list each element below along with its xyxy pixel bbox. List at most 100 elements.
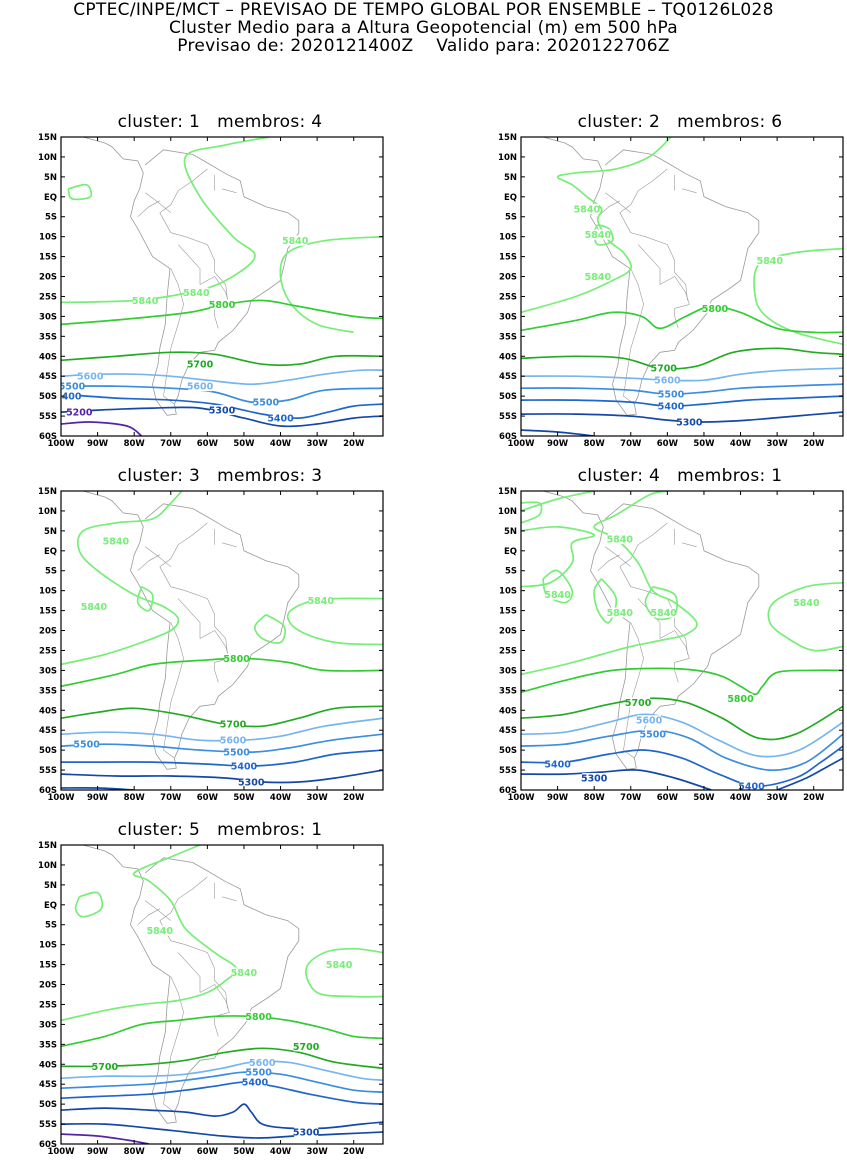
country-border <box>659 276 690 329</box>
lon-tick-label: 90W <box>547 439 569 449</box>
lat-tick-label: 50S <box>39 1100 57 1110</box>
lon-tick-label: 20W <box>343 439 365 449</box>
contour-label-bg <box>224 747 249 758</box>
contour-label-bg <box>253 397 278 408</box>
contour-label-bg <box>739 781 764 790</box>
country-border <box>163 976 184 1113</box>
panel-title: cluster: 4 membros: 1 <box>577 466 783 486</box>
contour-label-bg <box>78 371 103 382</box>
contour-5700 <box>521 347 843 370</box>
contour-5600 <box>521 713 843 758</box>
contour-label: 5840 <box>326 960 353 971</box>
country-border <box>163 268 184 405</box>
contour-5300 <box>61 1122 383 1139</box>
contour-label: 5700 <box>293 1042 320 1053</box>
lat-tick-label: 55S <box>499 412 517 422</box>
contour-5800 <box>61 657 383 688</box>
lat-tick-label: 40S <box>39 706 57 716</box>
contour-label-bg <box>585 271 610 282</box>
contour-label-bg <box>210 405 234 416</box>
contour-label-bg <box>640 729 665 740</box>
contour-label: 5840 <box>103 536 130 547</box>
lon-tick-label: 90W <box>87 1147 109 1157</box>
lat-tick-label: 40S <box>499 706 517 716</box>
contour-5300 <box>521 769 712 790</box>
contour-5800 <box>521 667 843 696</box>
lon-tick-label: 50W <box>233 439 255 449</box>
contour-label: 5500 <box>223 748 250 759</box>
contour-label-bg <box>637 715 662 726</box>
lon-tick-label: 40W <box>730 793 752 803</box>
contour-5840 <box>521 491 595 512</box>
map-frame <box>520 490 844 791</box>
header-title: CPTEC/INPE/MCT – PREVISAO DE TEMPO GLOBA… <box>73 0 774 20</box>
lon-tick-label: 90W <box>547 793 569 803</box>
lat-tick-label: 60S <box>499 786 517 796</box>
country-border <box>605 192 631 213</box>
contour-label-bg <box>794 597 819 608</box>
lat-tick-label: 5S <box>45 567 57 577</box>
contour-label-bg <box>103 535 128 546</box>
country-border <box>221 896 237 902</box>
contour-label-bg <box>626 697 651 708</box>
lat-tick-label: 10S <box>39 587 57 597</box>
lat-tick-label: 15N <box>38 487 57 497</box>
contour-label-bg <box>655 375 680 386</box>
lat-tick-label: 25S <box>499 292 517 302</box>
lat-tick-label: 45S <box>39 372 57 382</box>
contour-label: 5300 <box>581 774 608 785</box>
lat-tick-label: 25S <box>39 292 57 302</box>
contour-label: 5200 <box>66 408 93 419</box>
lon-tick-label: 30W <box>767 793 789 803</box>
lat-tick-label: 30S <box>39 666 57 676</box>
lat-tick-label: 15N <box>498 133 517 143</box>
lat-tick-label: 25S <box>499 646 517 656</box>
lat-tick-label: EQ <box>504 547 517 557</box>
lat-tick-label: 35S <box>499 332 517 342</box>
contour-5300 <box>61 769 383 784</box>
contour-5400 <box>521 745 843 787</box>
contour-label-bg <box>92 1061 117 1072</box>
lat-tick-label: 10S <box>39 233 57 243</box>
country-border <box>605 546 631 567</box>
country-border <box>619 566 688 655</box>
lat-tick-label: 10N <box>38 507 57 517</box>
map-frame <box>60 490 384 791</box>
lat-tick-label: 60S <box>39 786 57 796</box>
contour-label-bg <box>224 653 249 664</box>
contour-5840 <box>74 891 104 918</box>
contour-label: 5500 <box>640 730 667 741</box>
country-border <box>177 244 201 285</box>
contour-5840 <box>61 491 183 666</box>
lat-tick-label: 40S <box>39 1060 57 1070</box>
contour-label-bg <box>585 229 610 240</box>
contour-5400 <box>521 395 843 407</box>
contour-label: 5700 <box>625 698 652 709</box>
contour-label-bg <box>133 295 158 306</box>
contour-5200 <box>61 421 143 436</box>
contour-label: 5840 <box>308 596 335 607</box>
contour-label-bg <box>659 401 684 412</box>
panel-title: cluster: 1 membros: 4 <box>117 112 323 132</box>
contour-label-bg <box>308 595 333 606</box>
lat-tick-label: 60S <box>39 432 57 442</box>
lon-tick-label: 60W <box>197 1147 219 1157</box>
country-border <box>145 192 171 213</box>
country-border <box>159 920 228 1009</box>
contour-label: 5300 <box>209 406 236 417</box>
lon-tick-label: 40W <box>270 439 292 449</box>
lon-tick-label: 90W <box>87 793 109 803</box>
lat-tick-label: 10S <box>39 941 57 951</box>
coastline <box>82 845 300 1124</box>
coastline <box>542 137 760 416</box>
header-subtitle: Cluster Medio para a Altura Geopotencial… <box>168 18 679 38</box>
lat-tick-label: 15N <box>38 841 57 851</box>
lat-tick-label: EQ <box>44 547 57 557</box>
contour-label-bg <box>294 1041 319 1052</box>
coastline <box>542 491 760 770</box>
contour-label: 5840 <box>132 296 159 307</box>
contour-label: 5400 <box>738 782 765 793</box>
lat-tick-label: 5S <box>505 567 517 577</box>
